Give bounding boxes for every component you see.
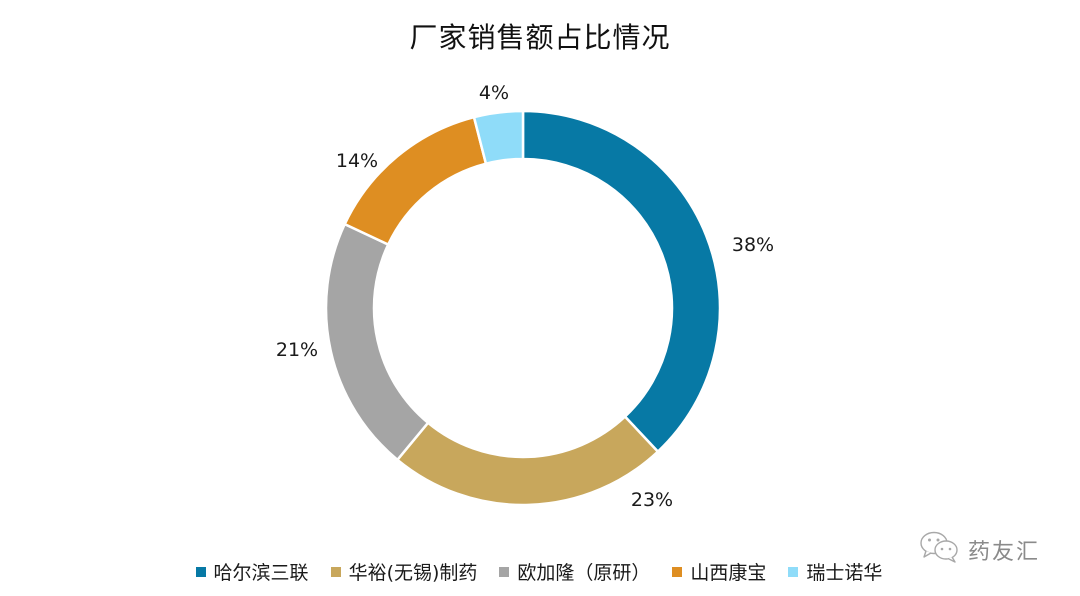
legend-item-shanxi-kangbao[interactable]: 山西康宝	[672, 558, 766, 585]
data-label-huayu-wuxi: 23%	[630, 489, 674, 511]
slice-novartis[interactable]	[472, 109, 525, 166]
slice-huayu-wuxi[interactable]	[395, 414, 660, 507]
legend-swatch	[499, 566, 510, 577]
watermark: 药友汇	[918, 530, 1040, 570]
data-label-shanxi-kangbao: 14%	[335, 150, 379, 172]
watermark-text: 药友汇	[968, 540, 1041, 565]
chart-title: 厂家销售额占比情况	[409, 21, 671, 54]
data-label-novartis: 4%	[478, 82, 510, 104]
legend-label: 哈尔滨三联	[213, 562, 309, 584]
legend-item-harbin-sanlian[interactable]: 哈尔滨三联	[195, 558, 309, 585]
legend-item-novartis[interactable]: 瑞士诺华	[788, 558, 882, 585]
legend-swatch	[788, 566, 799, 577]
legend-swatch	[330, 566, 341, 577]
chart-legend: 哈尔滨三联 华裕(无锡)制药 欧加隆（原研） 山西康宝 瑞士诺华	[0, 558, 1080, 585]
legend-label: 欧加隆（原研）	[517, 562, 651, 584]
data-label-harbin-sanlian: 38%	[731, 234, 775, 256]
legend-swatch	[672, 566, 683, 577]
wechat-icon	[918, 530, 962, 570]
data-label-organon: 21%	[275, 339, 319, 361]
legend-swatch	[195, 566, 206, 577]
legend-label: 山西康宝	[690, 562, 767, 584]
legend-label: 华裕(无锡)制药	[348, 562, 478, 584]
legend-label: 瑞士诺华	[806, 562, 883, 584]
legend-item-organon[interactable]: 欧加隆（原研）	[499, 558, 650, 585]
slice-harbin-sanlian[interactable]	[521, 109, 722, 454]
slice-shanxi-kangbao[interactable]	[343, 115, 488, 247]
legend-item-huayu-wuxi[interactable]: 华裕(无锡)制药	[330, 558, 478, 585]
slice-organon[interactable]	[324, 222, 430, 462]
